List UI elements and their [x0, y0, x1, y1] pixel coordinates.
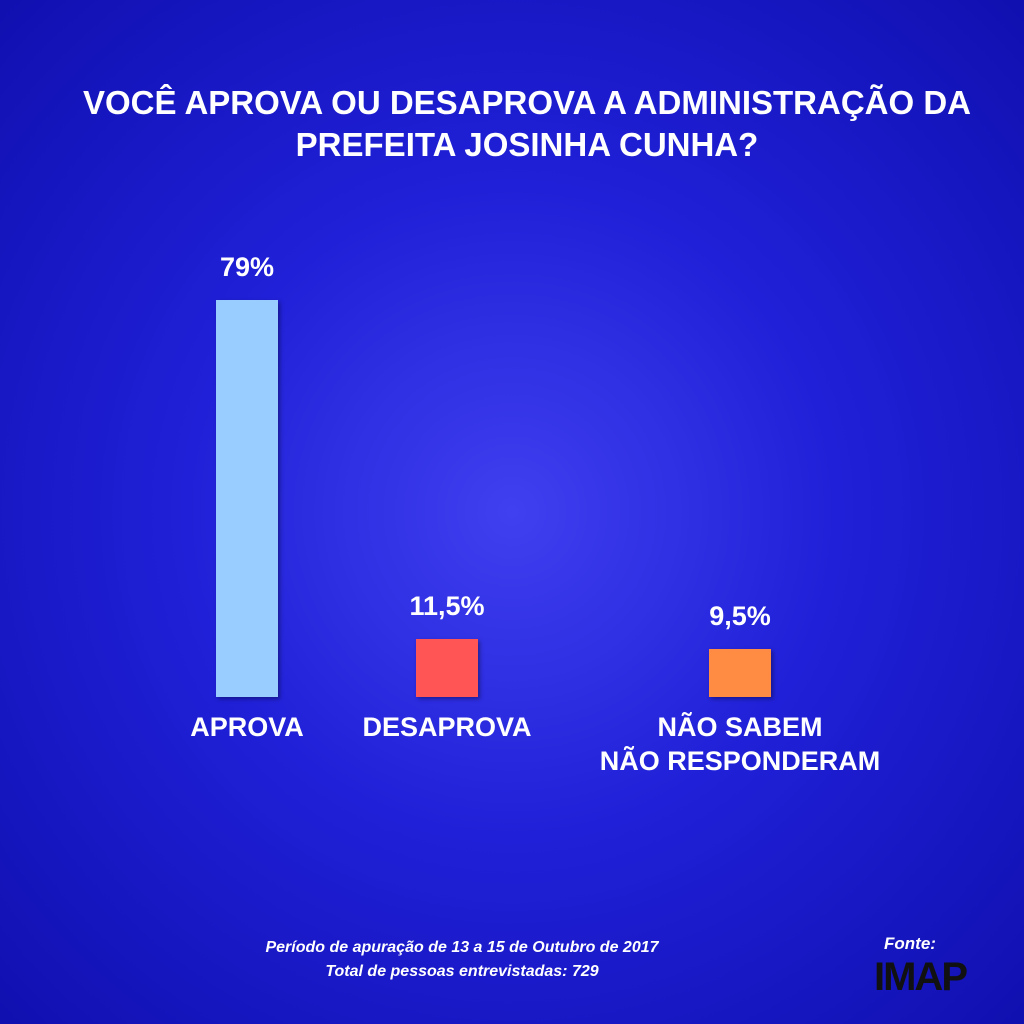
category-label: DESAPROVA: [362, 712, 532, 742]
footnote: Período de apuração de 13 a 15 de Outubr…: [265, 939, 659, 980]
bar: [416, 639, 478, 697]
value-label: 9,5%: [709, 601, 771, 632]
chart-title: VOCÊ APROVA OU DESAPROVA A ADMINISTRAÇÃO…: [83, 84, 971, 163]
source-label: Fonte:: [884, 934, 936, 953]
bar: [709, 649, 771, 697]
value-label: 11,5%: [409, 591, 485, 622]
value-label: 79%: [219, 252, 275, 282]
category-label: APROVA: [190, 712, 304, 742]
source-logo: IMAP: [874, 955, 968, 999]
category-label: NÃO SABEM NÃO RESPONDERAM: [599, 712, 881, 776]
bar: [216, 300, 278, 697]
